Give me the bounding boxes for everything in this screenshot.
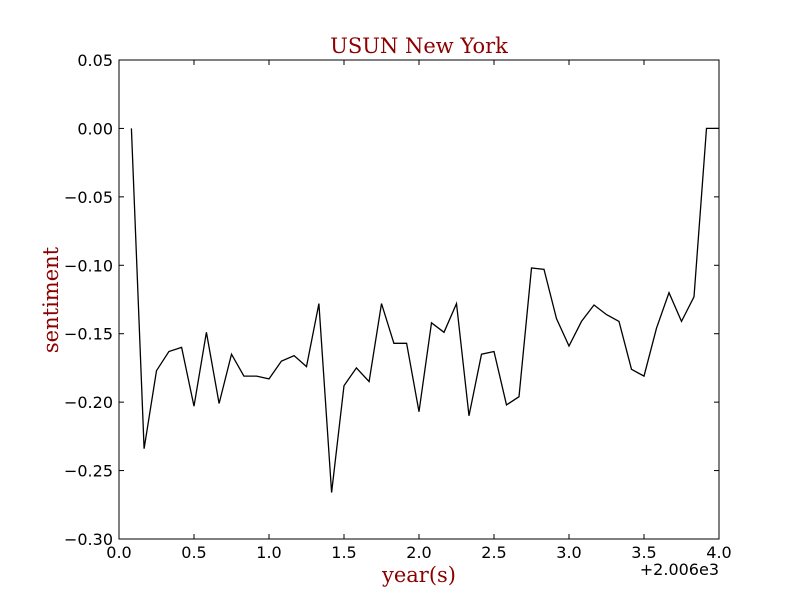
x-tick-label: 4.0 bbox=[706, 543, 731, 562]
x-tick-label: 1.0 bbox=[256, 543, 281, 562]
x-tick-label: 0.5 bbox=[181, 543, 206, 562]
chart-title: USUN New York bbox=[330, 34, 508, 58]
x-tick-label: 0.0 bbox=[106, 543, 131, 562]
y-tick-label: 0.00 bbox=[77, 119, 113, 138]
y-tick-label: −0.20 bbox=[64, 393, 113, 412]
x-tick-label: 3.5 bbox=[631, 543, 656, 562]
series-line-0 bbox=[130, 127, 719, 493]
x-tick-label: 2.0 bbox=[406, 543, 431, 562]
plot-frame bbox=[118, 59, 720, 540]
y-axis-label: sentiment bbox=[39, 246, 63, 353]
y-tick-label: 0.05 bbox=[77, 51, 113, 70]
x-axis-label: year(s) bbox=[381, 563, 456, 587]
y-tick-label: −0.25 bbox=[64, 462, 113, 481]
y-tick-label: −0.15 bbox=[64, 325, 113, 344]
x-tick-label: 1.5 bbox=[331, 543, 356, 562]
y-tick-label: −0.30 bbox=[64, 530, 113, 549]
y-tick-label: −0.10 bbox=[64, 256, 113, 275]
y-tick-label: −0.05 bbox=[64, 188, 113, 207]
x-axis-offset-label: +2.006e3 bbox=[640, 560, 719, 579]
x-tick-label: 2.5 bbox=[481, 543, 506, 562]
x-tick-label: 3.0 bbox=[556, 543, 581, 562]
